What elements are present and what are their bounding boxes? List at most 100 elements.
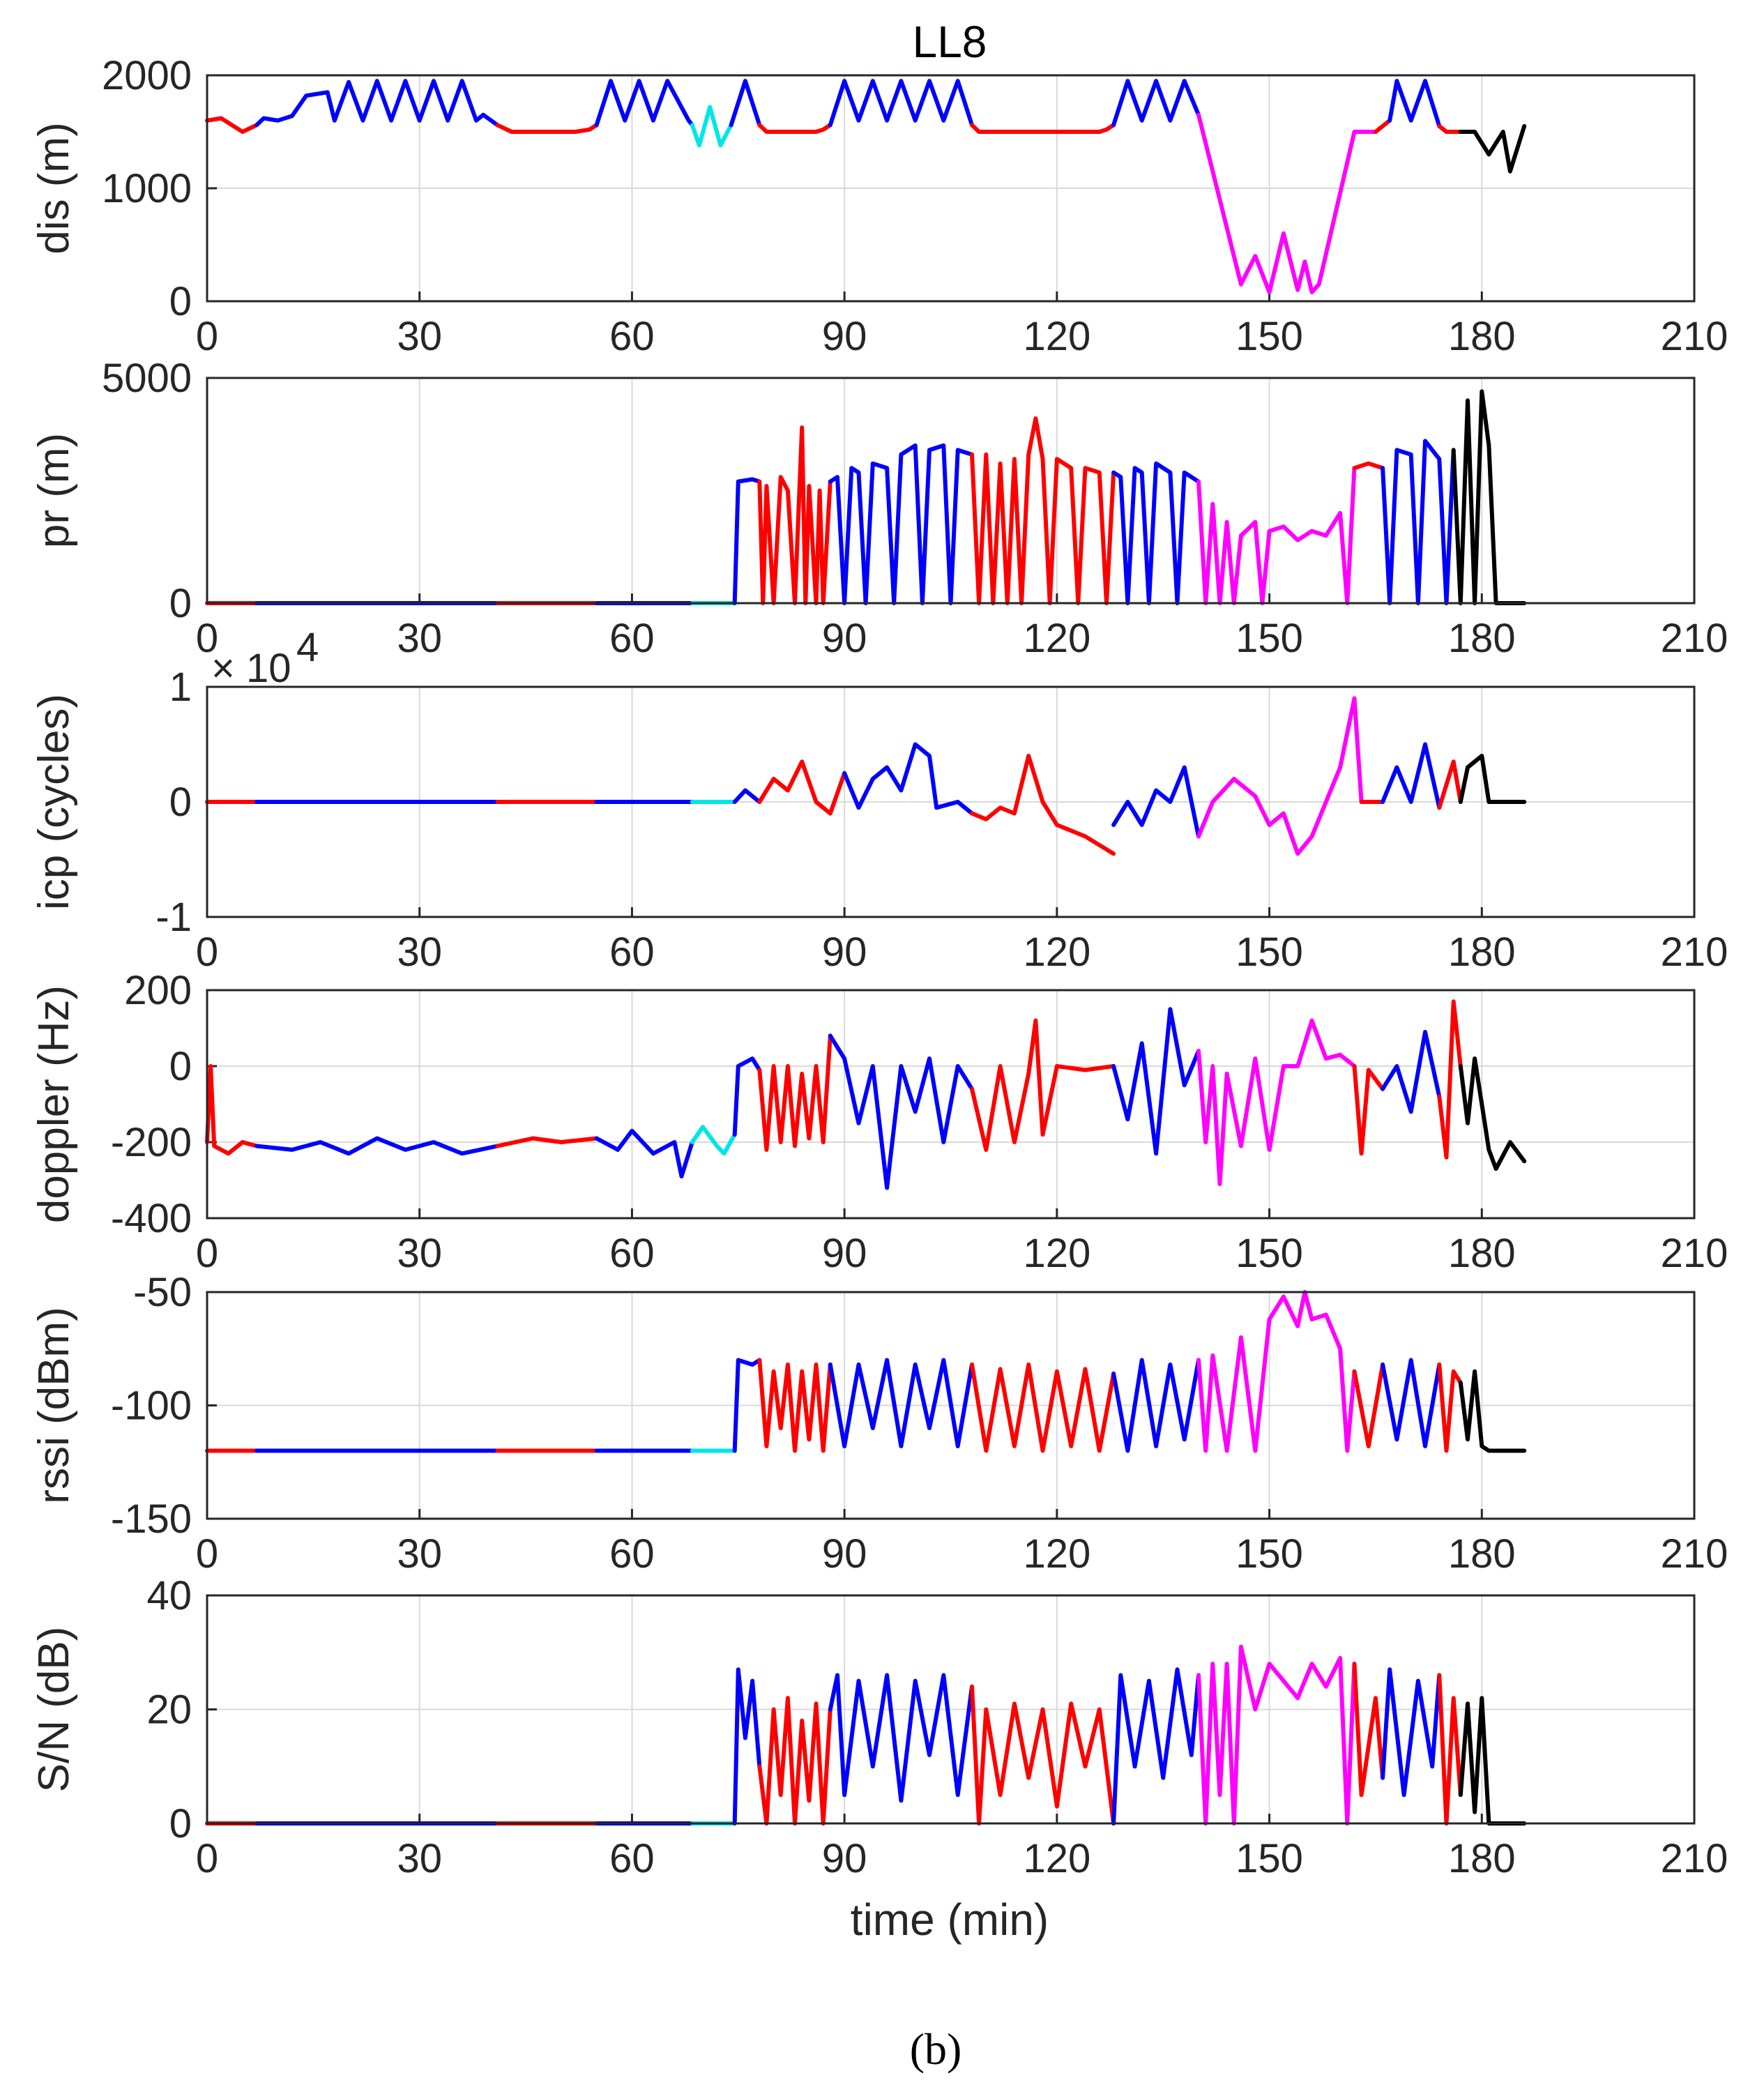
y-tick-label: 0 xyxy=(169,780,192,825)
x-tick-label: 60 xyxy=(609,314,655,359)
y-tick-label: 0 xyxy=(169,1044,192,1089)
y-axis-label: doppler (Hz) xyxy=(30,985,78,1223)
x-tick-label: 180 xyxy=(1448,1231,1516,1276)
series-segment-blue xyxy=(842,742,974,816)
series-segment-red xyxy=(495,123,599,134)
x-tick-label: 0 xyxy=(196,314,218,359)
series-segment-red xyxy=(1373,118,1392,134)
y-tick-label: -400 xyxy=(111,1196,192,1241)
series-segment-blue xyxy=(828,1673,974,1803)
series-segment-blue xyxy=(594,79,694,128)
series-segment-red xyxy=(205,1064,259,1156)
x-tick-label: 60 xyxy=(609,1836,655,1881)
x-tick-label: 180 xyxy=(1448,929,1516,975)
series-segment-red xyxy=(757,425,832,605)
series-segment-blue xyxy=(828,79,974,128)
series-segment-blue xyxy=(1387,79,1442,128)
y-tick-label: -100 xyxy=(111,1383,192,1429)
series-segment-blue xyxy=(1111,1667,1201,1826)
series-segment-black xyxy=(1458,754,1527,804)
x-tick-label: 120 xyxy=(1023,929,1090,975)
series-segment-black xyxy=(1458,1369,1527,1453)
y-axis-label: S/N (dB) xyxy=(30,1627,78,1793)
series-segment-blue xyxy=(732,477,762,605)
y-tick-label: 40 xyxy=(146,1573,192,1618)
panel-sn: 0 30 60 90 120 150 180 210 0 20 40 S/N (dB) xyxy=(30,1573,1728,1881)
x-tick-label: 0 xyxy=(196,929,218,975)
x-tick-label: 0 xyxy=(196,1531,218,1577)
series-segment-blue xyxy=(729,79,762,128)
panel-pr: 0 30 60 90 120 150 180 210 0 5000 pr (m) xyxy=(30,356,1728,661)
y-tick-label: 20 xyxy=(146,1687,192,1733)
x-tick-label: 120 xyxy=(1023,1836,1090,1881)
x-tick-label: 90 xyxy=(822,1231,867,1276)
series-segment-red xyxy=(1437,1363,1463,1453)
y-tick-label: -200 xyxy=(111,1120,192,1165)
series-segment-red xyxy=(1352,1064,1385,1156)
x-tick-label: 180 xyxy=(1448,1836,1516,1881)
series-segment-cyan xyxy=(690,105,733,148)
x-tick-label: 90 xyxy=(822,314,867,359)
x-tick-label: 90 xyxy=(822,616,867,661)
series-segment-black xyxy=(1458,123,1527,174)
series-segment-blue xyxy=(1381,1358,1442,1448)
series-segment-blue xyxy=(828,1358,974,1448)
series-segment-blue xyxy=(732,1056,762,1137)
series-segment-red xyxy=(970,754,1116,856)
y-tick-label: 5000 xyxy=(102,356,192,401)
panel-rssi: 0 30 60 90 120 150 180 210 -150 -100 -50 rssi (dBm) xyxy=(30,1270,1728,1577)
x-tick-label: 210 xyxy=(1661,1231,1728,1276)
series-segment-red xyxy=(1352,1662,1385,1798)
series-segment-blue xyxy=(732,1667,762,1826)
y-tick-label: -50 xyxy=(133,1270,192,1315)
x-tick-label: 150 xyxy=(1235,1531,1303,1577)
x-tick-label: 90 xyxy=(822,1836,867,1881)
series-segment-red xyxy=(205,116,259,134)
panel-dis: 0 30 60 90 120 150 180 210 0 1000 2000 dis (m) xyxy=(30,53,1728,359)
axis-multiplier: × 10 xyxy=(211,646,291,691)
x-tick-label: 60 xyxy=(609,1531,655,1577)
series-segment-magenta xyxy=(1196,1018,1357,1186)
series-segment-blue xyxy=(1381,742,1442,810)
series-segment-blue xyxy=(732,788,762,804)
x-tick-label: 0 xyxy=(196,1231,218,1276)
panel-doppler: 0 30 60 90 120 150 180 210 -400 -200 0 200 doppler (… xyxy=(30,968,1728,1276)
series-segment-blue xyxy=(1111,1358,1201,1453)
x-tick-label: 210 xyxy=(1661,616,1728,661)
series-segment-magenta xyxy=(1196,1290,1357,1453)
series-segment-blue xyxy=(828,1033,974,1190)
x-tick-label: 30 xyxy=(397,314,442,359)
y-tick-label: -1 xyxy=(155,895,192,940)
x-tick-label: 60 xyxy=(609,616,655,661)
y-tick-label: 0 xyxy=(169,1801,192,1846)
axes-frame xyxy=(206,1594,1696,1825)
y-tick-label: 1000 xyxy=(102,166,192,211)
series-segment-red xyxy=(757,1358,832,1453)
x-tick-label: 180 xyxy=(1448,314,1516,359)
x-tick-label: 60 xyxy=(609,929,655,975)
x-tick-label: 210 xyxy=(1661,929,1728,975)
x-tick-label: 60 xyxy=(609,1231,655,1276)
x-tick-label: 150 xyxy=(1235,616,1303,661)
series-segment-blue xyxy=(1381,1030,1442,1114)
x-tick-label: 150 xyxy=(1235,1231,1303,1276)
series-segment-red xyxy=(1437,1673,1463,1826)
x-tick-label: 150 xyxy=(1235,1836,1303,1881)
x-tick-label: 90 xyxy=(822,1531,867,1577)
series-segment-cyan xyxy=(690,1125,737,1156)
axes-frame xyxy=(206,74,1696,303)
axes-frame xyxy=(206,685,1696,918)
x-tick-label: 30 xyxy=(397,1531,442,1577)
y-axis-label: pr (m) xyxy=(30,433,78,548)
series-segment-red xyxy=(1352,1363,1385,1448)
series-segment-magenta xyxy=(1196,696,1364,856)
series-segment-blue xyxy=(1111,1007,1201,1156)
series-segment-blue xyxy=(594,1128,694,1178)
series-segment-blue xyxy=(254,1136,500,1156)
series-segment-blue xyxy=(1381,1667,1442,1798)
x-tick-label: 120 xyxy=(1023,314,1090,359)
x-tick-label: 210 xyxy=(1661,314,1728,359)
series-segment-black xyxy=(1458,1056,1527,1171)
y-axis-label: dis (m) xyxy=(30,122,78,254)
